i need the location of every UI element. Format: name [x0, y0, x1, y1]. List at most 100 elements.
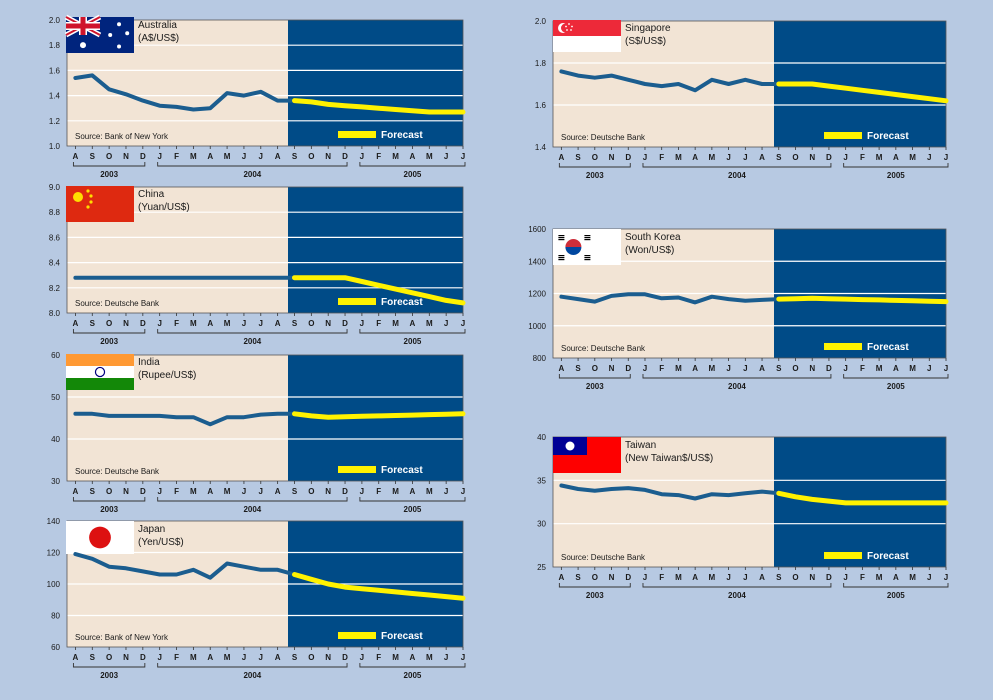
month-label: M [426, 152, 433, 161]
month-label: F [376, 487, 381, 496]
month-label: A [692, 153, 698, 162]
month-label: D [140, 653, 146, 662]
month-label: F [659, 364, 664, 373]
month-label: M [709, 153, 716, 162]
y-tick-label: 30 [51, 477, 60, 486]
year-label: 2003 [586, 382, 604, 391]
month-label: M [190, 487, 197, 496]
month-label: J [726, 153, 730, 162]
month-label: O [106, 487, 112, 496]
month-label: D [826, 153, 832, 162]
month-label: J [360, 152, 364, 161]
month-label: D [342, 653, 348, 662]
forecast-legend-label: Forecast [867, 551, 909, 562]
month-label: F [659, 573, 664, 582]
month-label: J [843, 573, 847, 582]
country-title: Taiwan [625, 440, 656, 451]
month-label: J [444, 653, 448, 662]
year-bracket [360, 497, 465, 501]
month-label: J [157, 152, 161, 161]
trigram-bar [558, 255, 564, 256]
month-label: F [174, 487, 179, 496]
month-label: J [360, 487, 364, 496]
source-note: Source: Deutsche Bank [561, 344, 646, 353]
white-band [553, 36, 621, 52]
month-label: M [224, 487, 231, 496]
forecast-legend-swatch [338, 632, 376, 639]
saffron-band [66, 354, 134, 366]
month-label: N [123, 653, 129, 662]
trigram-bar [558, 257, 564, 258]
month-label: O [592, 573, 598, 582]
month-label: M [224, 152, 231, 161]
star [117, 22, 121, 26]
forecast-legend-swatch [338, 131, 376, 138]
year-label: 2005 [887, 382, 905, 391]
forecast-legend-label: Forecast [867, 342, 909, 353]
year-label: 2005 [887, 591, 905, 600]
y-tick-label: 60 [51, 643, 60, 652]
month-label: J [360, 319, 364, 328]
year-bracket [360, 162, 465, 166]
unit-label: (Yen/US$) [138, 537, 184, 548]
year-bracket [360, 329, 465, 333]
month-label: M [224, 319, 231, 328]
year-bracket [643, 583, 831, 587]
month-label: F [659, 153, 664, 162]
month-label: A [73, 487, 79, 496]
star [565, 26, 567, 28]
year-bracket [844, 163, 948, 167]
month-label: J [643, 364, 647, 373]
month-label: J [444, 319, 448, 328]
y-tick-label: 1.2 [49, 117, 61, 126]
trigram-bar [584, 237, 590, 238]
month-label: D [140, 152, 146, 161]
union-cross-red [81, 17, 86, 35]
y-tick-label: 8.8 [49, 208, 61, 217]
month-label: J [157, 319, 161, 328]
trigram-bar [558, 259, 564, 260]
month-label: O [106, 319, 112, 328]
star [571, 26, 573, 28]
month-label: N [809, 153, 815, 162]
month-label: J [259, 319, 263, 328]
year-label: 2003 [100, 337, 118, 346]
year-label: 2005 [404, 337, 422, 346]
month-label: M [190, 653, 197, 662]
y-tick-label: 8.4 [49, 259, 61, 268]
month-label: J [927, 573, 931, 582]
country-title: China [138, 189, 165, 200]
y-tick-label: 1000 [528, 322, 546, 331]
month-label: M [224, 653, 231, 662]
month-label: M [675, 364, 682, 373]
month-label: J [259, 487, 263, 496]
taiwan-flag [553, 437, 621, 473]
month-label: A [275, 152, 281, 161]
month-label: O [592, 364, 598, 373]
month-label: M [426, 319, 433, 328]
year-bracket [73, 497, 144, 501]
month-label: J [944, 364, 948, 373]
month-label: J [843, 364, 847, 373]
month-label: A [275, 319, 281, 328]
country-title: South Korea [625, 232, 681, 243]
y-tick-label: 1600 [528, 225, 546, 234]
month-label: A [692, 573, 698, 582]
forecast-legend-label: Forecast [381, 130, 423, 141]
year-label: 2003 [586, 171, 604, 180]
month-label: M [876, 364, 883, 373]
month-label: A [558, 573, 564, 582]
unit-label: (S$/US$) [625, 36, 666, 47]
trigram-bar [558, 237, 564, 238]
month-label: F [860, 573, 865, 582]
y-tick-label: 1.8 [49, 41, 61, 50]
month-label: O [308, 319, 314, 328]
month-label: J [743, 153, 747, 162]
month-label: A [558, 153, 564, 162]
month-label: A [759, 153, 765, 162]
